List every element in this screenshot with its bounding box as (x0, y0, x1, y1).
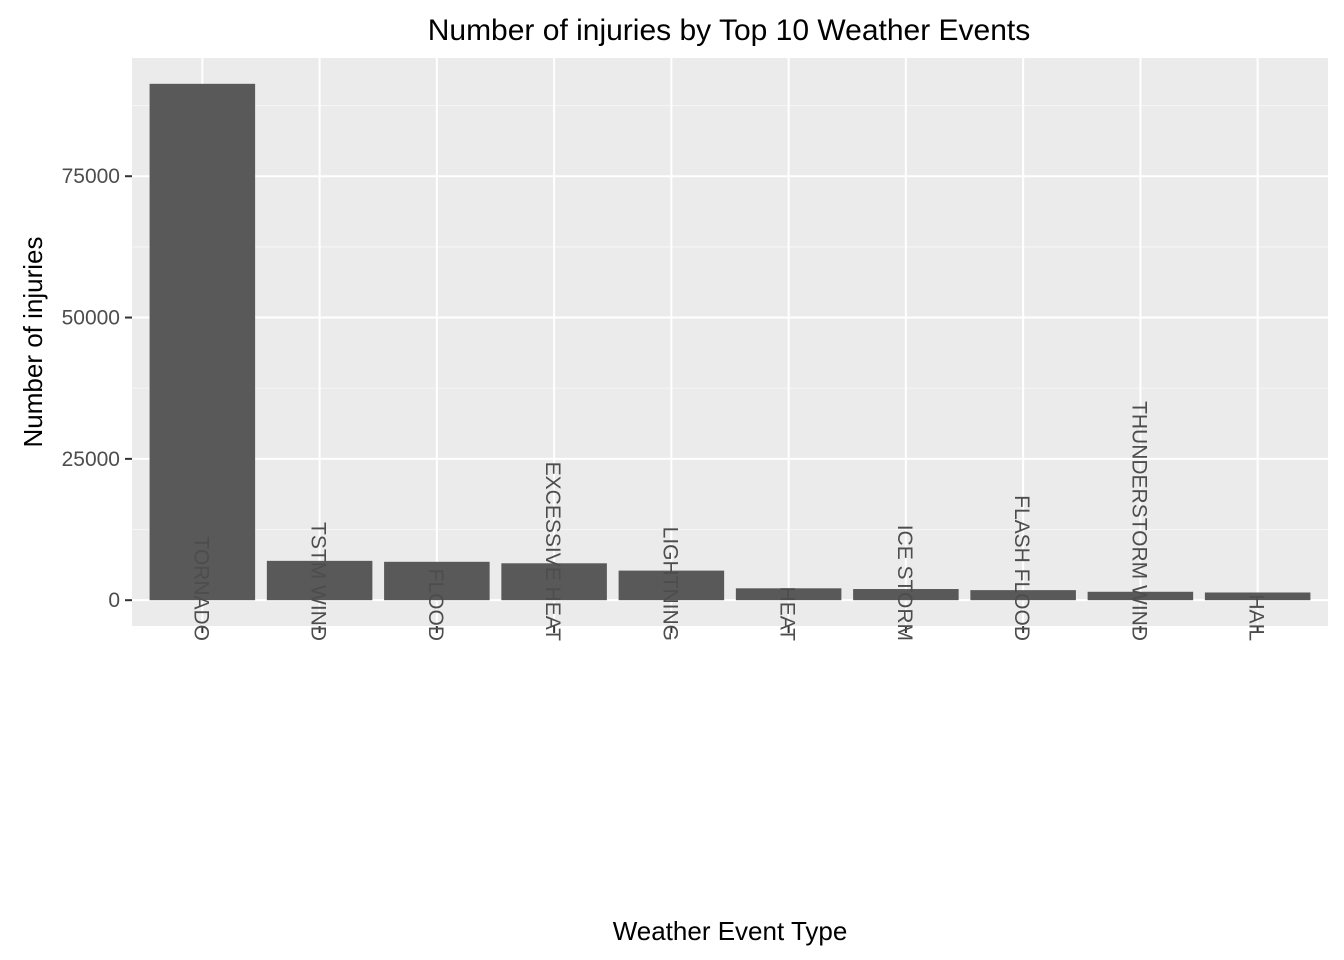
x-tick-label: HEAT (776, 587, 799, 642)
bar (266, 560, 373, 601)
bar (1087, 591, 1194, 601)
y-tick-label: 50000 (62, 307, 120, 330)
bar (501, 563, 607, 601)
x-tick-label: THUNDERSTORM WIND (1127, 401, 1150, 641)
x-tick-label: EXCESSIVE HEAT (541, 462, 564, 642)
bar (1204, 592, 1311, 601)
bar (618, 570, 725, 601)
x-axis: TORNADO TSTM WIND FLOOD EXCESSIVE HEAT LIGHT… (189, 401, 1267, 641)
x-tick-label: ICE STORM (893, 525, 916, 641)
x-tick-label: TORNADO (189, 536, 212, 641)
bar (853, 589, 959, 601)
chart-title: Number of injuries by Top 10 Weather Eve… (428, 14, 1031, 47)
x-tick-label: HAIL (1245, 594, 1268, 641)
x-tick-label: LIGHTNING (658, 527, 681, 641)
bars (149, 83, 1311, 601)
y-axis: 0 25000 50000 75000 (62, 165, 132, 612)
y-tick-label: 0 (108, 589, 120, 612)
y-axis-title: Number of injuries (18, 237, 48, 448)
bar (149, 83, 256, 601)
plot-panel (132, 58, 1328, 626)
y-tick-label: 75000 (62, 165, 120, 188)
x-tick-label: FLASH FLOOD (1010, 495, 1033, 641)
minor-gridlines (132, 104, 1328, 531)
x-tick-label: TSTM WIND (307, 522, 330, 641)
bar (735, 588, 842, 601)
bar (384, 561, 490, 601)
x-axis-title: Weather Event Type (613, 916, 848, 946)
bar (970, 590, 1076, 601)
y-tick-label: 25000 (62, 448, 120, 471)
x-tick-label: FLOOD (424, 569, 447, 641)
